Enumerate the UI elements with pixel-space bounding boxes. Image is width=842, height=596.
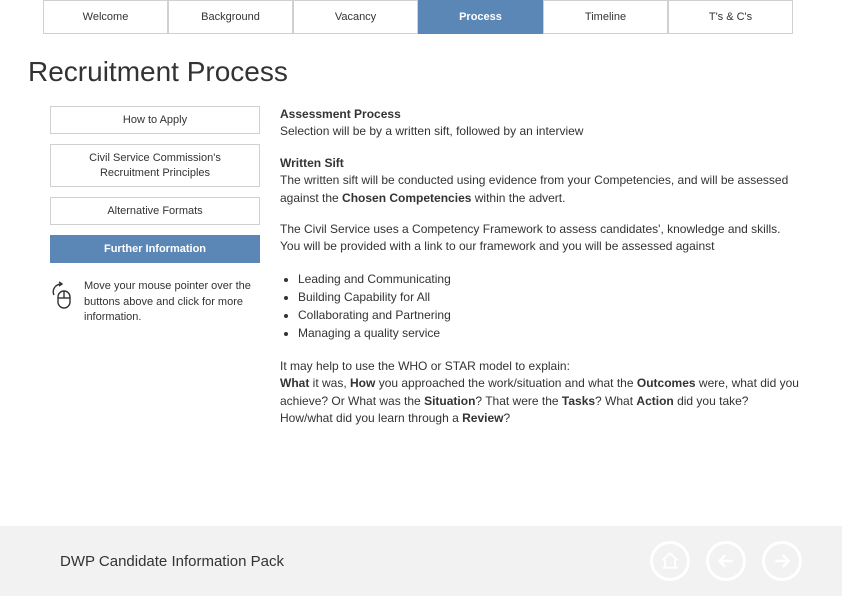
home-button[interactable] bbox=[650, 541, 690, 581]
page-title: Recruitment Process bbox=[28, 56, 842, 88]
mouse-icon bbox=[50, 281, 74, 309]
sidebar-item-civil-service-commission-s-recruitment-principles[interactable]: Civil Service Commission's Recruitment P… bbox=[50, 144, 260, 187]
competency-framework: The Civil Service uses a Competency Fram… bbox=[280, 221, 802, 256]
tab-welcome[interactable]: Welcome bbox=[43, 0, 168, 34]
sidebar-item-alternative-formats[interactable]: Alternative Formats bbox=[50, 197, 260, 225]
tab-vacancy[interactable]: Vacancy bbox=[293, 0, 418, 34]
footer-text: DWP Candidate Information Pack bbox=[60, 553, 284, 570]
nav-tabs: WelcomeBackgroundVacancyProcessTimelineT… bbox=[43, 0, 842, 34]
sidebar: How to Apply Civil Service Commission's R… bbox=[50, 106, 280, 441]
hint-text: Move your mouse pointer over the buttons… bbox=[84, 279, 260, 325]
arrow-left-icon bbox=[716, 551, 736, 571]
arrow-right-icon bbox=[772, 551, 792, 571]
footer-nav bbox=[650, 541, 802, 581]
tab-timeline[interactable]: Timeline bbox=[543, 0, 668, 34]
list-item: Collaborating and Partnering bbox=[298, 306, 802, 324]
list-item: Leading and Communicating bbox=[298, 270, 802, 288]
competency-list: Leading and CommunicatingBuilding Capabi… bbox=[298, 270, 802, 342]
next-button[interactable] bbox=[762, 541, 802, 581]
sidebar-hint: Move your mouse pointer over the buttons… bbox=[50, 279, 260, 325]
main-content: Assessment ProcessSelection will be by a… bbox=[280, 106, 812, 441]
tab-background[interactable]: Background bbox=[168, 0, 293, 34]
sidebar-item-how-to-apply[interactable]: How to Apply bbox=[50, 106, 260, 134]
list-item: Managing a quality service bbox=[298, 324, 802, 342]
who-star-model: It may help to use the WHO or STAR model… bbox=[280, 358, 802, 428]
footer: DWP Candidate Information Pack bbox=[0, 526, 842, 596]
tab-process[interactable]: Process bbox=[418, 0, 543, 34]
list-item: Building Capability for All bbox=[298, 288, 802, 306]
content-area: How to Apply Civil Service Commission's R… bbox=[0, 106, 842, 441]
assessment-process: Assessment ProcessSelection will be by a… bbox=[280, 106, 802, 141]
prev-button[interactable] bbox=[706, 541, 746, 581]
sidebar-item-further-information[interactable]: Further Information bbox=[50, 235, 260, 263]
home-icon bbox=[660, 551, 680, 571]
written-sift: Written SiftThe written sift will be con… bbox=[280, 155, 802, 207]
tab-t-s-c-s[interactable]: T's & C's bbox=[668, 0, 793, 34]
